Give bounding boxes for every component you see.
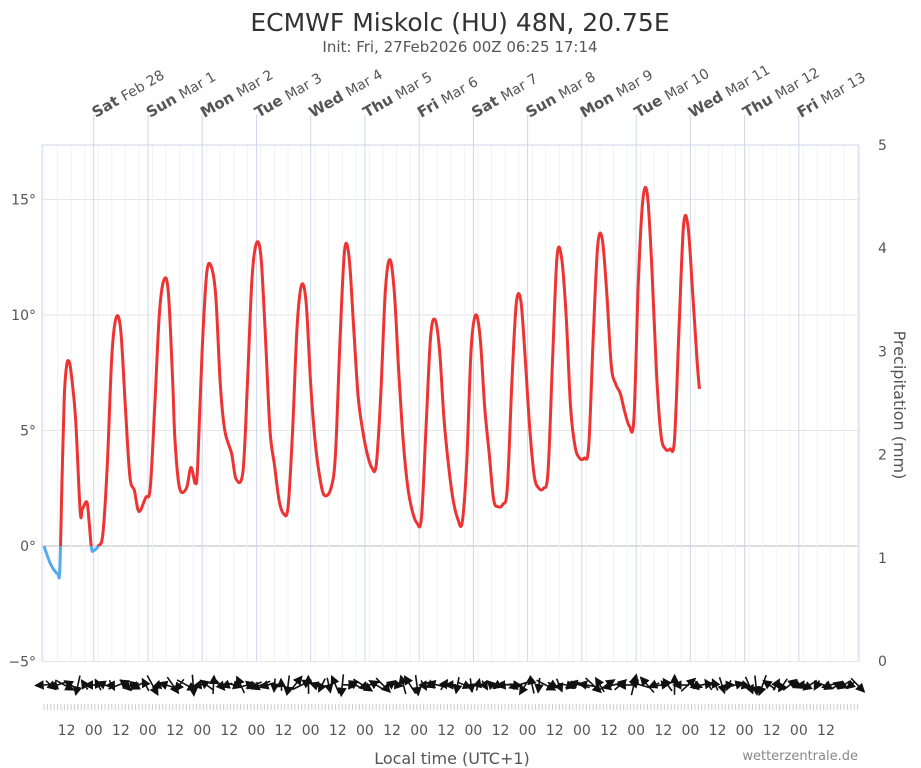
wind-arrow-icon <box>845 679 857 690</box>
y-tick-left: 10° <box>11 308 36 324</box>
x-tick-label: 00 <box>464 723 482 739</box>
y-tick-right: 0 <box>878 654 887 670</box>
wind-arrow-icon <box>771 678 780 691</box>
wind-arrow-icon <box>283 675 293 697</box>
y-tick-right: 4 <box>878 241 887 257</box>
wind-arrow-icon <box>72 675 83 697</box>
wind-arrow-icon <box>508 680 528 691</box>
wind-arrow-icon <box>850 677 866 693</box>
x-tick-label: 00 <box>302 723 320 739</box>
wind-arrow-icon <box>269 678 280 693</box>
wind-arrow-icon <box>711 678 721 691</box>
wind-arrow-icon <box>452 677 463 695</box>
wind-arrow-icon <box>226 680 243 690</box>
x-tick-label: 12 <box>112 723 130 739</box>
wind-arrow-icon <box>208 674 219 694</box>
wind-arrow-icon <box>647 679 660 689</box>
credit-label: wetterzentrale.de <box>742 749 858 764</box>
wind-arrow-icon <box>472 677 483 691</box>
x-tick-label: 00 <box>519 723 537 739</box>
wind-arrow-icon <box>717 676 727 695</box>
wind-arrow-icon <box>554 678 564 693</box>
wind-arrow-icon <box>585 677 602 694</box>
wind-arrow-icon <box>398 674 408 695</box>
x-tick-label: 12 <box>492 723 510 739</box>
x-tick-label: 12 <box>600 723 618 739</box>
x-tick-label: 00 <box>248 723 266 739</box>
wind-arrow-icon <box>141 677 151 692</box>
wind-arrow-icon <box>235 675 246 694</box>
x-tick-label: 12 <box>546 723 564 739</box>
temperature-line-positive <box>44 186 701 546</box>
wind-arrow-icon <box>323 677 334 694</box>
wind-arrow-icon <box>318 678 327 693</box>
x-tick-label: 12 <box>383 723 401 739</box>
wind-arrow-icon <box>466 678 476 694</box>
y-tick-left: 5° <box>20 424 36 440</box>
wind-arrow-icon <box>276 677 287 691</box>
wind-arrow-icon <box>751 675 761 696</box>
wind-arrow-icon <box>48 680 66 690</box>
wind-arrow-icon <box>704 678 714 691</box>
wind-arrow-icon <box>577 680 594 690</box>
y-tick-right: 5 <box>878 138 887 154</box>
wind-arrow-icon <box>418 680 427 691</box>
x-tick-label: 12 <box>763 723 781 739</box>
wind-arrow-icon <box>106 679 115 692</box>
x-tick-label: 12 <box>329 723 347 739</box>
wind-arrow-icon <box>813 680 823 691</box>
wind-arrow-icon <box>384 680 397 690</box>
wind-arrow-icon <box>662 677 673 692</box>
y-axis-right-title: Precipitation (mm) <box>890 331 909 480</box>
wind-arrow-icon <box>777 678 788 693</box>
y-tick-left: 0° <box>20 539 36 555</box>
x-tick-label: 00 <box>573 723 591 739</box>
chart-title: ECMWF Miskolc (HU) 48N, 20.75E <box>250 8 669 37</box>
x-tick-label: 12 <box>275 723 293 739</box>
x-axis-title: Local time (UTC+1) <box>374 749 530 768</box>
wind-arrow-icon <box>174 678 185 692</box>
x-tick-label: 12 <box>220 723 238 739</box>
wind-arrow-icon <box>527 674 537 694</box>
x-tick-label: 00 <box>139 723 157 739</box>
wind-arrow-icon <box>725 679 735 692</box>
grid-lines <box>41 144 860 662</box>
temperature-series <box>42 186 701 580</box>
x-tick-label: 00 <box>410 723 428 739</box>
x-tick-label: 00 <box>736 723 754 739</box>
wind-arrow-icon <box>479 679 489 691</box>
x-tick-label: 00 <box>356 723 374 739</box>
y-tick-right: 3 <box>878 344 887 360</box>
x-axis: 12 00 12 00 12 00 12 00 12 00 12 00 12 00 12 00 12 00 12 00… <box>43 704 859 739</box>
x-tick-label: 12 <box>709 723 727 739</box>
x-tick-label: 12 <box>437 723 455 739</box>
day-separator-lines <box>93 115 800 661</box>
wind-arrow-icon <box>534 677 544 694</box>
x-tick-label: 12 <box>654 723 672 739</box>
x-tick-label: 00 <box>85 723 103 739</box>
y-axis-right: 0 1 2 3 4 5 <box>878 138 887 670</box>
wind-arrow-icon <box>287 675 303 694</box>
y-tick-left: −5° <box>8 655 36 671</box>
y-tick-left: 15° <box>11 193 36 209</box>
x-tick-label: 12 <box>166 723 184 739</box>
y-axis-left: −5° 0° 5° 10° 15° <box>8 193 36 671</box>
x-tick-label: 00 <box>681 723 699 739</box>
wind-arrow-icon <box>412 674 422 697</box>
wind-arrows <box>34 673 866 698</box>
wind-arrow-icon <box>199 679 214 691</box>
wind-arrow-icon <box>368 680 384 690</box>
chart-subtitle: Init: Fri, 27Feb2026 00Z 06:25 17:14 <box>322 38 597 56</box>
x-tick-label: 00 <box>193 723 211 739</box>
wind-arrow-icon <box>639 676 655 694</box>
x-tick-label: 12 <box>58 723 76 739</box>
wind-arrow-icon <box>390 679 404 690</box>
y-tick-right: 1 <box>878 551 887 567</box>
x-tick-label: 00 <box>790 723 808 739</box>
y-tick-right: 2 <box>878 448 887 464</box>
x-tick-label: 00 <box>627 723 645 739</box>
x-tick-label: 12 <box>817 723 835 739</box>
